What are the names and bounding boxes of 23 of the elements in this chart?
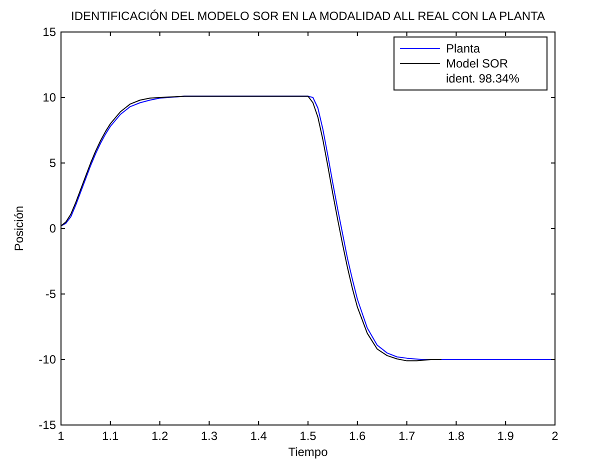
- legend-label: Model SOR ident. 98.34%: [446, 56, 520, 86]
- chart-title: IDENTIFICACIÓN DEL MODELO SOR EN LA MODALIDAD ALL REAL CON LA PLANTA: [71, 9, 545, 23]
- x-tick-label: 1.4: [250, 429, 268, 443]
- x-tick-label: 1.9: [497, 429, 514, 443]
- y-tick-label: 0: [49, 222, 56, 236]
- y-tick-label: 5: [49, 156, 56, 170]
- legend-label: Planta: [446, 42, 480, 56]
- y-tick-label: -15: [38, 418, 56, 432]
- y-tick-label: -10: [38, 352, 56, 367]
- x-tick-label: 1.2: [151, 429, 168, 443]
- y-tick-label: -5: [45, 287, 56, 302]
- x-tick-label: 1: [58, 429, 65, 443]
- y-axis-title: Posición: [12, 206, 26, 252]
- x-tick-label: 1.7: [398, 429, 416, 443]
- x-tick-label: 2: [552, 429, 559, 443]
- x-tick-label: 1.5: [300, 429, 317, 443]
- x-tick-label: 1.1: [102, 429, 120, 443]
- x-tick-label: 1.6: [349, 429, 366, 443]
- x-tick-label: 1.3: [200, 429, 218, 443]
- y-tick-label: 15: [42, 25, 56, 40]
- x-axis-title: Tiempo: [288, 445, 328, 459]
- x-tick-label: 1.8: [448, 429, 465, 443]
- y-tick-label: 10: [42, 90, 56, 105]
